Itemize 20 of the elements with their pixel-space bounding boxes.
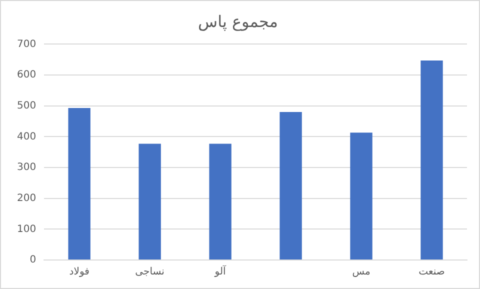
y-tick-label: 500 xyxy=(16,100,36,112)
y-tick-label: 0 xyxy=(30,254,36,266)
y-tick-label: 600 xyxy=(16,70,36,81)
x-tick-label: صنعت xyxy=(418,266,445,278)
y-tick-label: 400 xyxy=(16,131,36,142)
bar xyxy=(280,112,302,260)
bar xyxy=(138,144,161,260)
x-tick-label: آلو xyxy=(214,264,228,278)
bar xyxy=(209,144,232,260)
bar xyxy=(68,108,90,260)
chart-title: مجموع پاس xyxy=(198,12,278,31)
y-tick-label: 100 xyxy=(16,224,36,235)
x-tick-label: مس xyxy=(352,266,370,278)
x-tick-label: فولاد xyxy=(69,266,90,278)
bar xyxy=(350,132,372,260)
y-tick-label: 300 xyxy=(16,162,36,174)
x-tick-label: نساجی xyxy=(135,266,164,278)
bar xyxy=(420,60,443,260)
y-tick-label: 200 xyxy=(16,192,36,204)
y-tick-label: 700 xyxy=(16,38,36,50)
